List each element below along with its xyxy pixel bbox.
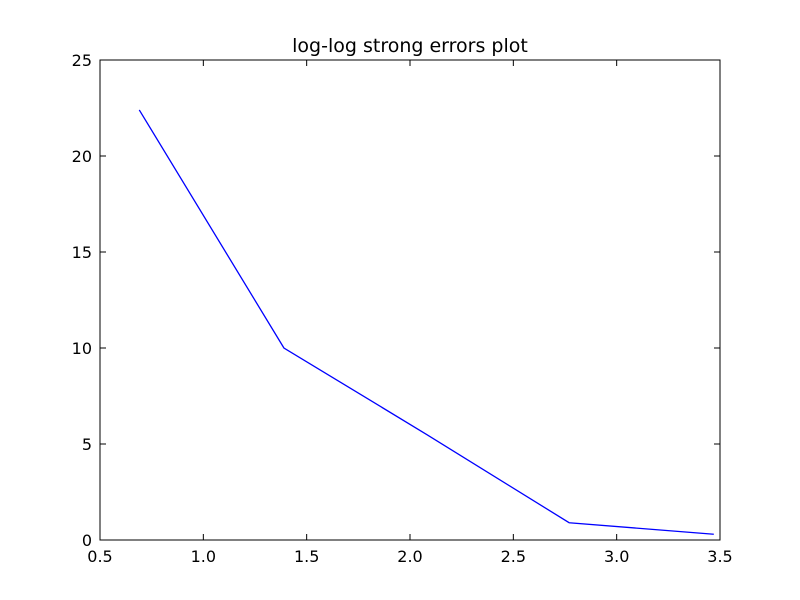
y-axis-ticks: 0 5 10 15 20 25 bbox=[72, 51, 720, 550]
y-tick-label: 25 bbox=[72, 51, 92, 70]
y-tick-label: 0 bbox=[82, 531, 92, 550]
series-layer bbox=[138, 109, 714, 535]
y-tick-label: 15 bbox=[72, 243, 92, 262]
x-tick-label: 1.5 bbox=[294, 547, 319, 566]
x-tick-label: 2.0 bbox=[397, 547, 422, 566]
x-tick-label: 0.5 bbox=[87, 547, 112, 566]
y-tick-label: 20 bbox=[72, 147, 92, 166]
x-tick-label: 1.0 bbox=[191, 547, 216, 566]
x-tick-label: 3.0 bbox=[604, 547, 629, 566]
x-tick-label: 3.5 bbox=[707, 547, 732, 566]
x-axis-ticks: 0.5 1.0 1.5 2.0 2.5 3.0 3.5 bbox=[87, 60, 733, 566]
chart-title: log-log strong errors plot bbox=[292, 35, 528, 57]
x-tick-label: 2.5 bbox=[501, 547, 526, 566]
y-tick-label: 10 bbox=[72, 339, 92, 358]
plot-area-frame bbox=[99, 59, 721, 541]
series-line-0 bbox=[138, 109, 714, 535]
y-tick-label: 5 bbox=[82, 435, 92, 454]
